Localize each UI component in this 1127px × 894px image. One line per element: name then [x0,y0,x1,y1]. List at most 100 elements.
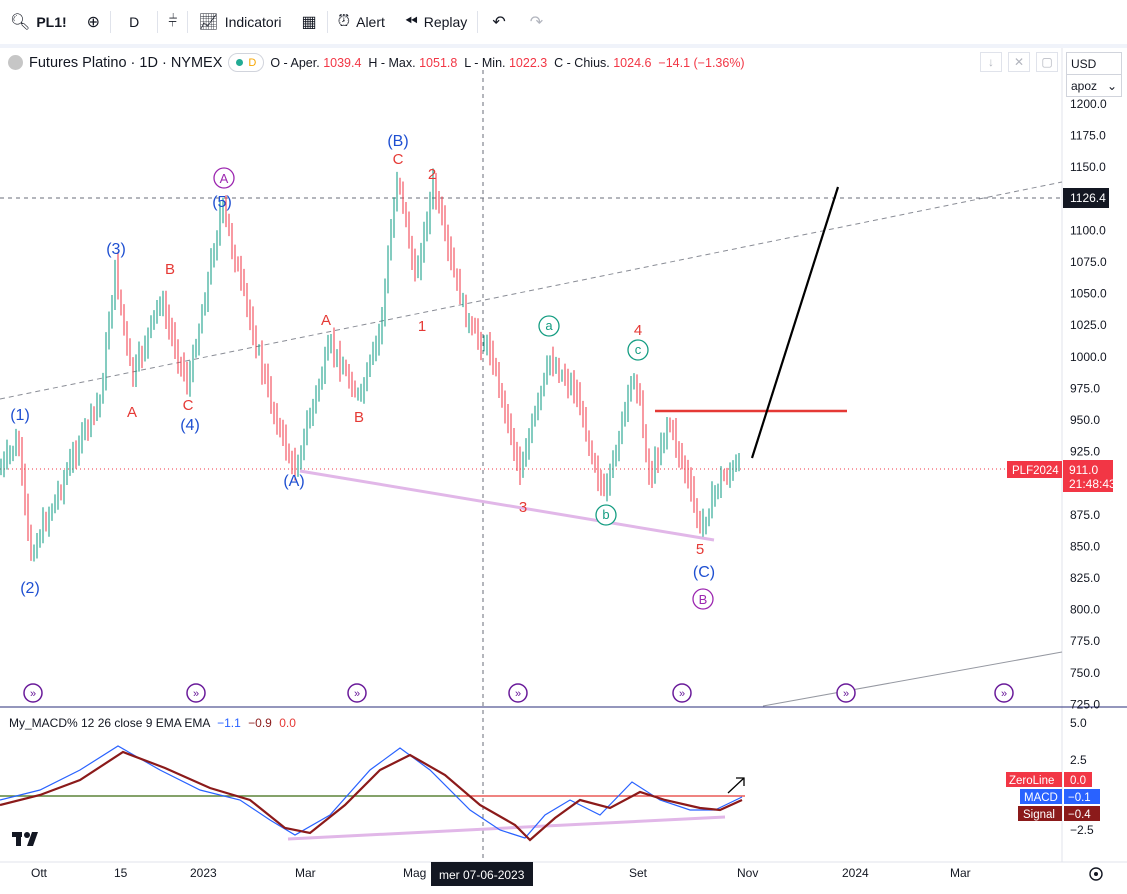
wave-label: (B) [387,133,408,150]
wave-label: 5 [696,541,704,558]
symbol-search[interactable]: 🔍︎ PL1! [0,0,77,44]
divider [187,11,189,33]
projection-line [750,186,840,459]
event-arrow-icon: » [843,688,849,700]
move-down-icon[interactable]: ↓ [980,52,1002,72]
countdown-label: 21:48:43 [1069,477,1116,491]
settings-icon[interactable] [1089,867,1103,881]
interval-label: D [129,14,140,30]
crosshair-price-label: 1126.4 [1070,191,1106,205]
svg-text:Mar: Mar [950,866,971,880]
svg-text:Nov: Nov [737,866,758,880]
event-arrow-icon: » [354,688,360,700]
maximize-icon[interactable]: ▢ [1036,52,1058,72]
wave-label: (4) [180,417,200,434]
macd-support-line [287,815,726,841]
alert-button[interactable]: ⏰︎ Alert [328,0,395,44]
wave-label: B [165,261,175,278]
price-tick: 1200.0 [1070,97,1107,111]
macd-arrow-head [736,777,745,786]
toolbar-separator [0,44,1127,48]
event-icon[interactable] [508,683,528,703]
event-markers: » » » » » » » [23,683,1014,703]
divider [326,11,328,33]
price-tick: 825.0 [1070,571,1100,585]
chevron-down-icon: ⌄ [1106,78,1117,93]
circle-marker [538,315,560,337]
event-icon[interactable] [672,683,692,703]
wave-label: C [183,397,194,414]
layout-button[interactable]: ▦ [292,0,327,44]
price-tick: 1100.0 [1070,223,1106,237]
search-icon: 🔍︎ [10,14,31,31]
event-arrow-icon: » [679,688,685,700]
replay-button[interactable]: ⏪︎ Replay [395,0,477,44]
event-icon[interactable] [186,683,206,703]
price-tick: 750.0 [1070,666,1100,680]
currency-select[interactable]: USD [1066,52,1122,75]
wave-label: 3 [519,499,527,516]
wave-label: 1 [418,318,426,335]
svg-text:Mar: Mar [295,866,316,880]
price-tick: 1050.0 [1070,287,1107,301]
top-toolbar: 🔍︎ PL1! ⊕ D ⫩ 📈︎ Indicatori ▦ ⏰︎ Alert ⏪… [0,0,1127,45]
wave-label: (3) [106,241,126,258]
support-line [299,469,715,542]
event-icon[interactable] [994,683,1014,703]
undo-button[interactable]: ↶ [478,0,519,44]
price-tick: 850.0 [1070,539,1100,553]
macd-tag [1020,789,1062,804]
axis-controls: USD apoz ⌄ [1066,52,1122,97]
crosshair-price-tag [1063,188,1109,208]
chart-title[interactable]: Futures Platino · 1D · NYMEX [29,54,223,71]
zeroline-tag [1006,772,1062,787]
svg-text:2023: 2023 [190,866,217,880]
tradingview-logo[interactable] [12,832,38,846]
price-chart[interactable]: (1) (2) (3) (4) (5) (A) (B) (C) A B C A … [0,48,1127,894]
signal-tag-label: Signal [1023,809,1055,821]
last-price-label: 911.0 [1069,463,1098,477]
zeroline-value-tag [1064,772,1092,787]
circle-marker [595,504,617,526]
event-icon[interactable] [23,683,43,703]
price-tick: 1150.0 [1070,160,1106,174]
svg-text:Mag: Mag [403,866,426,880]
status-badge[interactable]: D [228,53,265,72]
circle-marker [627,339,649,361]
macd-value-tag [1064,789,1100,804]
interval-button[interactable]: D [111,0,157,44]
event-icon[interactable] [347,683,367,703]
indicators-button[interactable]: 📈︎ Indicatori [188,0,291,44]
wave-label: A [127,404,137,421]
price-tick: 1075.0 [1070,255,1107,269]
wave-label: B [699,592,708,607]
chart-style-button[interactable]: ⫩ [158,0,187,44]
ohlc-values: O - Aper. 1039.4 H - Max. 1051.8 L - Min… [270,55,745,70]
macd-tick: 5.0 [1070,716,1087,730]
close-icon[interactable]: ✕ [1008,52,1030,72]
event-arrow-icon: » [193,688,199,700]
add-symbol-button[interactable]: ⊕ [77,0,110,44]
circle-marker [692,588,714,610]
currency-value: USD [1071,56,1097,71]
wave-label: 4 [634,322,642,339]
price-tick: 950.0 [1070,413,1100,427]
event-icon[interactable] [836,683,856,703]
redo-button[interactable]: ↷ [520,0,553,44]
pane-buttons: ↓ ✕ ▢ [980,52,1058,72]
macd-tag-label: MACD [1024,792,1058,804]
grey-trendline [762,651,1063,707]
divider [110,11,112,33]
price-tick: 925.0 [1070,445,1100,459]
price-tick: 1025.0 [1070,318,1107,332]
price-bars [0,168,740,562]
price-tick: 975.0 [1070,381,1100,395]
macd-value: −0.1 [1068,792,1091,804]
signal-line [0,750,743,842]
price-tick: 1000.0 [1070,350,1107,364]
circle-marker [213,167,235,189]
price-tick: 1175.0 [1070,129,1106,143]
scale-select[interactable]: apoz ⌄ [1066,75,1122,97]
market-status-dot [236,59,244,66]
price-tick: 800.0 [1070,603,1100,617]
